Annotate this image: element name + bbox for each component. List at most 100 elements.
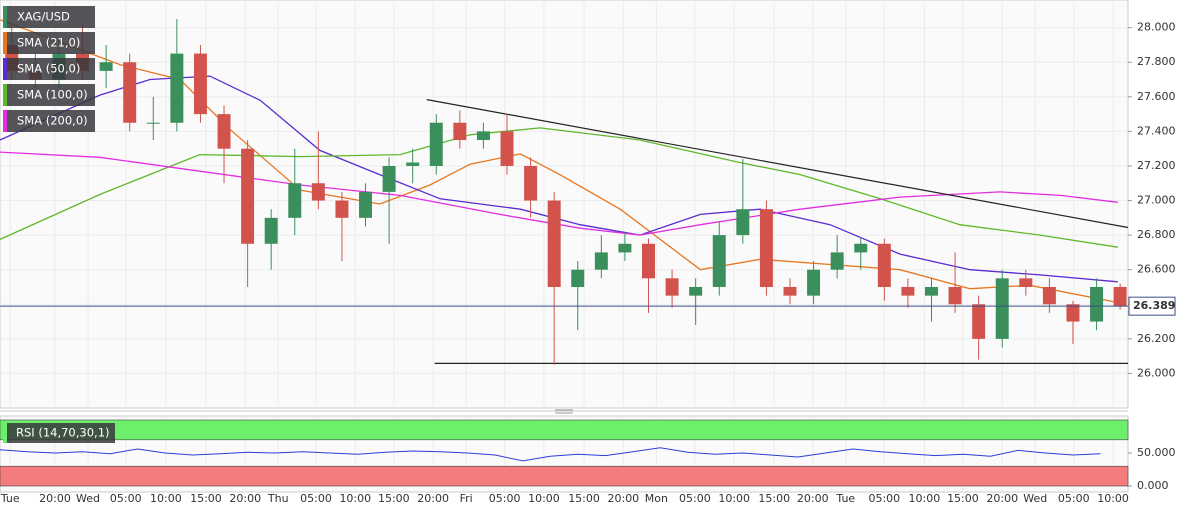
legend-label: SMA (100,0) — [17, 88, 88, 102]
y-tick-label: 28.000 — [1137, 21, 1176, 34]
x-tick-label: 05:00 — [1058, 492, 1090, 505]
legend-box — [3, 58, 95, 80]
legend-label: SMA (50,0) — [17, 62, 80, 76]
legend-box — [3, 423, 115, 443]
x-tick-label: 20:00 — [986, 492, 1018, 505]
legend-box — [3, 84, 95, 106]
candle-body — [924, 286, 938, 296]
candle-body — [995, 278, 1009, 339]
candle-body — [193, 53, 207, 115]
candle-body — [901, 286, 915, 296]
sma-line — [0, 19, 1118, 304]
candle-body — [759, 209, 773, 287]
y-tick-label: 27.800 — [1137, 55, 1176, 68]
x-tick-label: 05:00 — [300, 492, 332, 505]
legend-swatch — [3, 6, 7, 28]
x-tick-label: 05:00 — [110, 492, 142, 505]
legend: RSI (14,70,30,1) — [3, 423, 115, 443]
candle-body — [972, 304, 986, 339]
oversold-zone — [0, 465, 1129, 487]
x-tick-label: 15:00 — [758, 492, 790, 505]
candle-body — [594, 252, 608, 270]
sma-line — [0, 151, 1118, 236]
candle-body — [948, 286, 962, 305]
candle-body — [524, 165, 538, 201]
candle-body — [783, 286, 797, 296]
drag-handle[interactable] — [555, 409, 573, 414]
x-tick-label: 20:00 — [229, 492, 261, 505]
candle-body — [571, 269, 585, 287]
legend-swatch — [3, 423, 7, 443]
candle-body — [453, 122, 467, 141]
candle-body — [618, 243, 632, 253]
candle-body — [1019, 278, 1033, 287]
candle-body — [1042, 286, 1056, 305]
legend: XAG/USD SMA (21,0) SMA (50,0) SMA (100,0) SM… — [3, 6, 95, 132]
x-tick-label: 05:00 — [679, 492, 711, 505]
candle-body — [264, 217, 278, 244]
trend-line — [426, 99, 1129, 229]
last-price-box — [1128, 296, 1176, 316]
x-tick-label: 15:00 — [378, 492, 410, 505]
x-tick-label: Fri — [460, 492, 473, 505]
candle-body — [547, 200, 561, 287]
x-tick-label: 10:00 — [1097, 492, 1129, 505]
y-tick-label: 27.200 — [1137, 159, 1176, 172]
y-tick-label: 26.200 — [1137, 332, 1176, 345]
legend-swatch — [3, 110, 7, 132]
x-tick-label: Wed — [76, 492, 100, 505]
last-price-label: 26.389 — [1133, 299, 1175, 312]
legend-swatch — [3, 58, 7, 80]
y-tick-label: 26.800 — [1137, 228, 1176, 241]
x-tick-label: 10:00 — [150, 492, 182, 505]
candle-body — [877, 243, 891, 287]
x-tick-label: 20:00 — [797, 492, 829, 505]
x-tick-label: 15:00 — [190, 492, 222, 505]
y-tick-label: 27.400 — [1137, 124, 1176, 137]
candle-body — [500, 131, 514, 166]
x-tick-label: Wed — [1023, 492, 1047, 505]
x-tick-label: 10:00 — [909, 492, 941, 505]
candle-body — [288, 183, 302, 218]
legend-label: SMA (200,0) — [17, 114, 88, 128]
x-tick-label: 20:00 — [607, 492, 639, 505]
x-tick-label: Tue — [0, 492, 20, 505]
candle-body — [1113, 286, 1127, 307]
candle-body — [406, 162, 420, 166]
candle-body — [807, 269, 821, 296]
x-tick-label: 15:00 — [947, 492, 979, 505]
x-tick-label: 10:00 — [718, 492, 750, 505]
x-tick-label: 20:00 — [417, 492, 449, 505]
candle-body — [642, 243, 655, 279]
candle-body — [1066, 304, 1080, 322]
legend-label: RSI (14,70,30,1) — [16, 426, 110, 440]
candle-body — [359, 191, 373, 218]
sma-line — [0, 127, 1118, 248]
y-tick-label: 26.600 — [1137, 263, 1176, 276]
y-tick-label: 26.000 — [1137, 366, 1176, 379]
x-tick-label: Tue — [835, 492, 855, 505]
price-panel — [0, 0, 1129, 409]
y-tick-label: 27.600 — [1137, 90, 1176, 103]
candle-body — [241, 148, 255, 244]
y-tick-label: 50.000 — [1137, 446, 1176, 459]
candle-body — [429, 122, 443, 166]
candle-body — [854, 243, 868, 253]
legend-box — [3, 110, 95, 132]
overbought-zone — [0, 419, 1129, 441]
candle-body — [123, 62, 137, 123]
y-tick-label: 27.000 — [1137, 194, 1176, 207]
x-tick-label: 05:00 — [868, 492, 900, 505]
x-tick-label: 20:00 — [39, 492, 71, 505]
candle-body — [146, 122, 160, 124]
candle-body — [1090, 286, 1104, 322]
rsi-line — [0, 447, 1101, 462]
x-tick-label: 10:00 — [339, 492, 371, 505]
candle-body — [170, 53, 184, 123]
legend-swatch — [3, 84, 7, 106]
legend-label: SMA (21,0) — [17, 36, 80, 50]
candle-body — [99, 62, 113, 71]
candle-body — [689, 286, 703, 296]
candle-body — [736, 209, 750, 236]
candle-body — [382, 165, 396, 192]
